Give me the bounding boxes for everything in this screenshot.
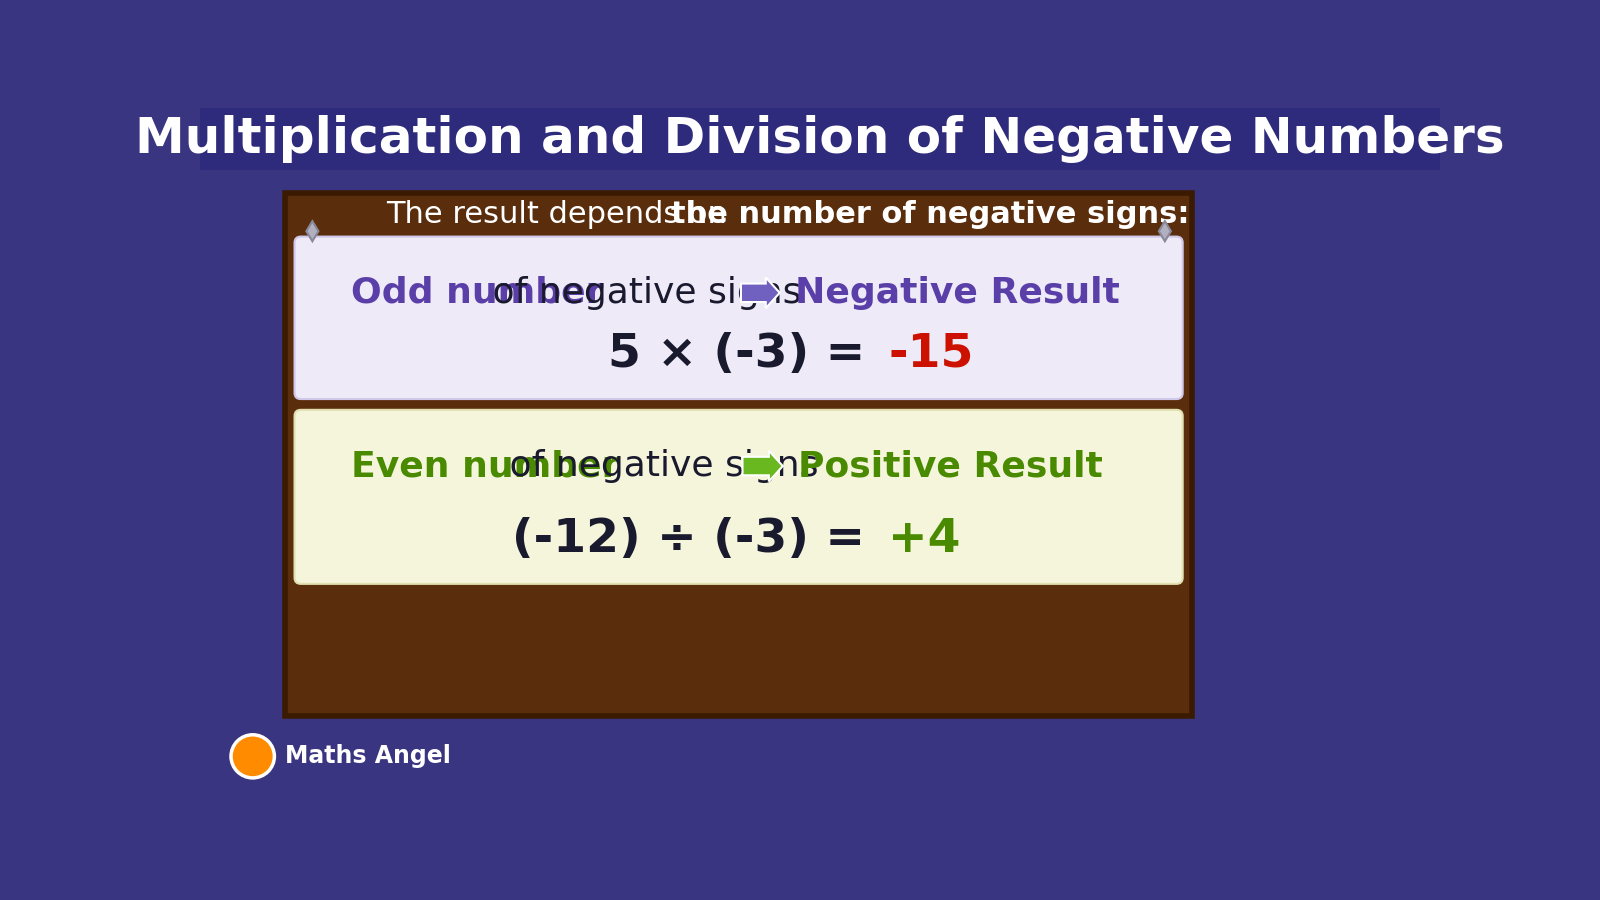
Polygon shape bbox=[741, 277, 779, 308]
Text: of negative signs: of negative signs bbox=[498, 449, 819, 483]
FancyBboxPatch shape bbox=[294, 237, 1182, 399]
Text: -15: -15 bbox=[888, 332, 973, 377]
Text: (-12) ÷ (-3) =: (-12) ÷ (-3) = bbox=[512, 517, 882, 562]
Circle shape bbox=[230, 734, 275, 778]
Text: the number of negative signs:: the number of negative signs: bbox=[672, 200, 1190, 229]
FancyBboxPatch shape bbox=[200, 108, 1440, 169]
Text: of negative signs: of negative signs bbox=[482, 275, 802, 310]
Polygon shape bbox=[742, 451, 782, 482]
Text: Even number: Even number bbox=[350, 449, 619, 483]
Text: Maths Angel: Maths Angel bbox=[285, 744, 451, 769]
Polygon shape bbox=[1158, 221, 1171, 241]
Text: Negative Result: Negative Result bbox=[795, 275, 1120, 310]
FancyBboxPatch shape bbox=[294, 410, 1182, 584]
Text: Odd number: Odd number bbox=[350, 275, 603, 310]
FancyBboxPatch shape bbox=[285, 193, 1192, 716]
Polygon shape bbox=[306, 221, 318, 241]
Text: The result depends on: The result depends on bbox=[386, 200, 736, 229]
Text: 5 × (-3) =: 5 × (-3) = bbox=[608, 332, 882, 377]
Text: Multiplication and Division of Negative Numbers: Multiplication and Division of Negative … bbox=[134, 115, 1506, 163]
Text: Positive Result: Positive Result bbox=[798, 449, 1102, 483]
Text: +4: +4 bbox=[888, 517, 960, 562]
